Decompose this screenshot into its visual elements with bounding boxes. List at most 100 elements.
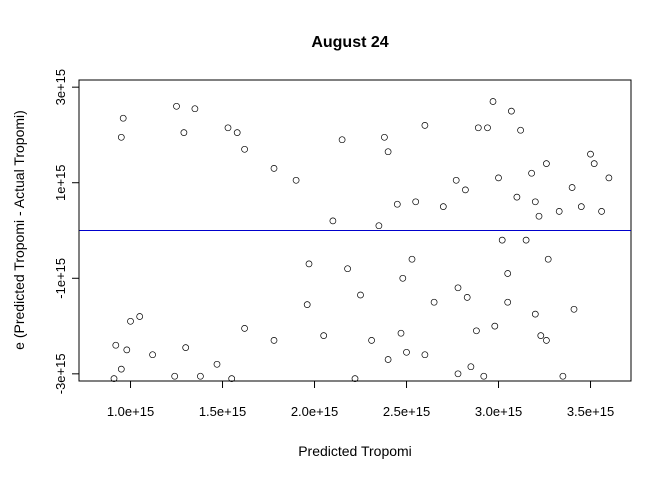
data-point: [421, 122, 429, 129]
data-point: [381, 133, 388, 141]
data-point: [292, 176, 300, 184]
data-point: [535, 212, 543, 220]
data-point: [590, 160, 598, 167]
data-point: [504, 270, 512, 277]
data-point: [270, 165, 278, 172]
points-layer: [110, 98, 613, 382]
data-point: [117, 365, 125, 373]
data-point: [397, 329, 405, 337]
data-point: [439, 203, 447, 210]
x-tick-label: 3.5e+15: [567, 404, 614, 419]
data-point: [228, 375, 236, 382]
data-point: [454, 370, 462, 378]
y-axis-label: e (Predicted Tropomi - Actual Tropomi): [11, 110, 27, 350]
data-point: [197, 372, 204, 380]
data-point: [430, 298, 438, 306]
data-point: [467, 363, 475, 371]
data-point: [543, 337, 550, 344]
data-point: [498, 236, 506, 244]
data-point: [173, 102, 180, 110]
data-point: [384, 356, 392, 363]
data-point: [305, 260, 313, 268]
data-point: [495, 174, 502, 182]
data-point: [136, 313, 144, 320]
x-tick-label: 3.0e+15: [475, 404, 522, 419]
data-point: [577, 203, 585, 210]
data-point: [303, 301, 311, 308]
data-point: [117, 133, 125, 141]
data-point: [491, 322, 499, 330]
data-point: [421, 351, 429, 359]
chart-title: August 24: [311, 34, 388, 51]
x-axis: 1.0e+15 1.5e+15 2.0e+15 2.5e+15 3.0e+15 3.5e+…: [107, 380, 614, 419]
data-point: [110, 375, 118, 382]
data-point: [462, 186, 469, 194]
data-point: [480, 372, 488, 380]
data-point: [171, 372, 179, 380]
x-tick-label: 1.5e+15: [199, 404, 246, 419]
data-point: [587, 150, 594, 158]
data-point: [598, 208, 605, 215]
x-tick-label: 2.5e+15: [383, 404, 430, 419]
data-point: [399, 274, 407, 282]
data-point: [375, 222, 383, 230]
data-point: [570, 305, 578, 313]
data-point: [127, 317, 134, 325]
x-tick-label: 2.0e+15: [291, 404, 338, 419]
data-point: [559, 372, 567, 380]
data-point: [522, 236, 530, 244]
data-point: [504, 298, 512, 306]
data-point: [351, 375, 359, 382]
data-point: [241, 145, 248, 153]
y-tick-label: 3e+15: [53, 69, 68, 106]
y-tick-label: -3e+15: [53, 353, 68, 394]
data-point: [531, 198, 539, 206]
data-point: [403, 348, 410, 356]
data-point: [605, 174, 613, 182]
data-point: [452, 176, 460, 184]
data-point: [531, 310, 539, 318]
data-point: [368, 337, 375, 344]
data-point: [484, 124, 491, 132]
data-point: [537, 332, 545, 339]
data-point: [123, 346, 131, 354]
data-point: [191, 105, 199, 113]
data-point: [474, 124, 482, 132]
data-point: [182, 344, 190, 351]
data-point: [528, 169, 535, 177]
data-point: [149, 351, 156, 359]
data-point: [112, 341, 120, 349]
data-point: [517, 126, 524, 134]
data-point: [357, 291, 364, 299]
data-point: [270, 337, 278, 344]
data-point: [473, 327, 480, 335]
data-point: [508, 107, 515, 115]
x-axis-label: Predicted Tropomi: [298, 443, 412, 459]
y-axis: -3e+15 -1e+15 1e+15 3e+15: [53, 69, 80, 394]
data-point: [408, 255, 416, 263]
data-point: [412, 198, 420, 206]
data-point: [489, 98, 497, 105]
data-point: [543, 160, 550, 167]
y-tick-label: 1e+15: [53, 164, 68, 201]
data-point: [555, 208, 563, 215]
data-point: [393, 200, 401, 208]
data-point: [338, 136, 346, 144]
data-point: [180, 129, 188, 136]
data-point: [513, 193, 521, 201]
data-point: [463, 294, 471, 301]
data-point: [454, 284, 462, 292]
data-point: [544, 255, 552, 263]
x-tick-label: 1.0e+15: [107, 404, 154, 419]
data-point: [224, 124, 232, 132]
data-point: [213, 360, 221, 368]
data-point: [384, 148, 392, 156]
data-point: [320, 332, 328, 339]
data-point: [119, 114, 127, 122]
data-point: [241, 325, 248, 332]
y-tick-label: -1e+15: [53, 258, 68, 299]
data-point: [233, 129, 241, 136]
data-point: [568, 184, 576, 191]
data-point: [329, 217, 337, 225]
